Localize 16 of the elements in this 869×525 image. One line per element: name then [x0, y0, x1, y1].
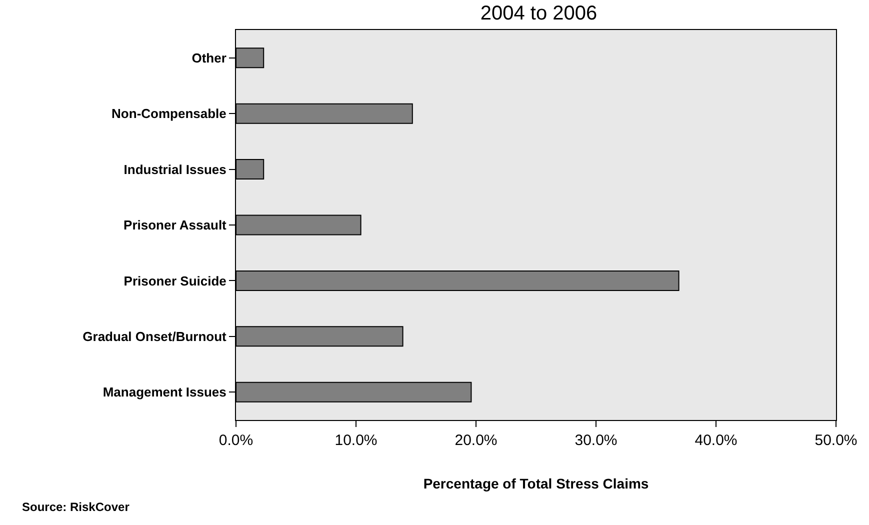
chart-title: 2004 to 2006: [480, 2, 598, 24]
source-note: Source: RiskCover: [22, 500, 130, 514]
y-tick-label: Other: [192, 50, 226, 66]
y-tick-label: Industrial Issues: [124, 162, 226, 177]
y-tick-label: Prisoner Assault: [124, 218, 228, 233]
x-tick-label: 10.0%: [334, 432, 378, 449]
x-tick-label: 30.0%: [574, 432, 618, 449]
x-tick-label: 50.0%: [814, 432, 858, 449]
y-tick-label: Management Issues: [102, 384, 226, 400]
x-tick-label: 40.0%: [694, 432, 738, 449]
y-tick-label: Gradual Onset/Burnout: [82, 328, 228, 344]
x-tick-label: 0.0%: [218, 432, 254, 449]
x-axis-title: Percentage of Total Stress Claims: [423, 475, 649, 492]
y-tick-label: Prisoner Suicide: [124, 273, 226, 288]
x-tick-label: 20.0%: [454, 432, 498, 449]
y-tick-label: Non-Compensable: [112, 106, 226, 122]
